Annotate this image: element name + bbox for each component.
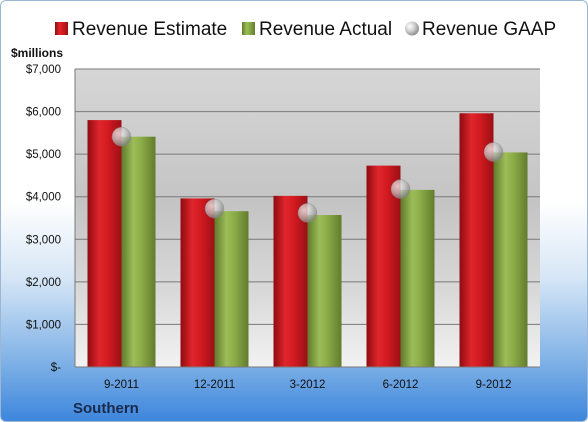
y-tick-label: $1,000 bbox=[26, 319, 61, 331]
estimate-bar bbox=[366, 165, 401, 367]
y-tick-label: $6,000 bbox=[26, 107, 61, 119]
gaap-marker bbox=[483, 142, 504, 162]
y-tick-label: $3,000 bbox=[26, 234, 61, 246]
y-tick-label: $- bbox=[51, 362, 61, 374]
y-tick-label: $4,000 bbox=[26, 192, 61, 204]
actual-bar bbox=[493, 152, 528, 367]
legend-swatch-actual bbox=[242, 22, 255, 35]
legend-swatch-estimate bbox=[55, 22, 68, 35]
x-tick-label: 12-2011 bbox=[194, 379, 235, 391]
legend-label-gaap: Revenue GAAP bbox=[422, 19, 556, 40]
y-tick-label: $7,000 bbox=[26, 64, 61, 76]
x-axis: 9-2011 12-2011 3-2012 6-2012 9-2012 bbox=[75, 366, 540, 391]
bars bbox=[87, 113, 528, 367]
x-tick-label: 3-2012 bbox=[290, 379, 326, 391]
gaap-marker bbox=[297, 203, 318, 223]
estimate-bar bbox=[87, 120, 122, 367]
legend-label-estimate: Revenue Estimate bbox=[72, 19, 227, 40]
gaap-markers bbox=[111, 126, 504, 223]
y-axis: $- $1,000 $2,000 $3,000 $4,000 $5,000 $6,000 $7… bbox=[26, 64, 76, 374]
y-tick-label: $5,000 bbox=[26, 149, 61, 161]
actual-bar bbox=[307, 215, 342, 367]
x-tick-label: 9-2011 bbox=[104, 379, 139, 391]
y-tick-label: $2,000 bbox=[26, 277, 61, 289]
estimate-bar bbox=[273, 195, 308, 367]
gaap-marker bbox=[204, 198, 225, 219]
actual-bar bbox=[121, 136, 156, 367]
estimate-bar bbox=[180, 198, 215, 367]
gaap-marker bbox=[111, 126, 132, 147]
legend-label-actual: Revenue Actual bbox=[259, 19, 392, 40]
legend-swatch-gaap bbox=[405, 21, 419, 36]
x-tick-label: 6-2012 bbox=[383, 379, 419, 391]
gaap-marker bbox=[390, 179, 411, 199]
unit-label: $millions bbox=[11, 46, 63, 60]
company-label: Southern bbox=[73, 400, 139, 417]
legend: Revenue Estimate Revenue Actual Revenue … bbox=[55, 19, 556, 40]
actual-bar bbox=[214, 211, 249, 367]
actual-bar bbox=[400, 189, 435, 367]
x-tick-label: 9-2012 bbox=[476, 379, 512, 391]
